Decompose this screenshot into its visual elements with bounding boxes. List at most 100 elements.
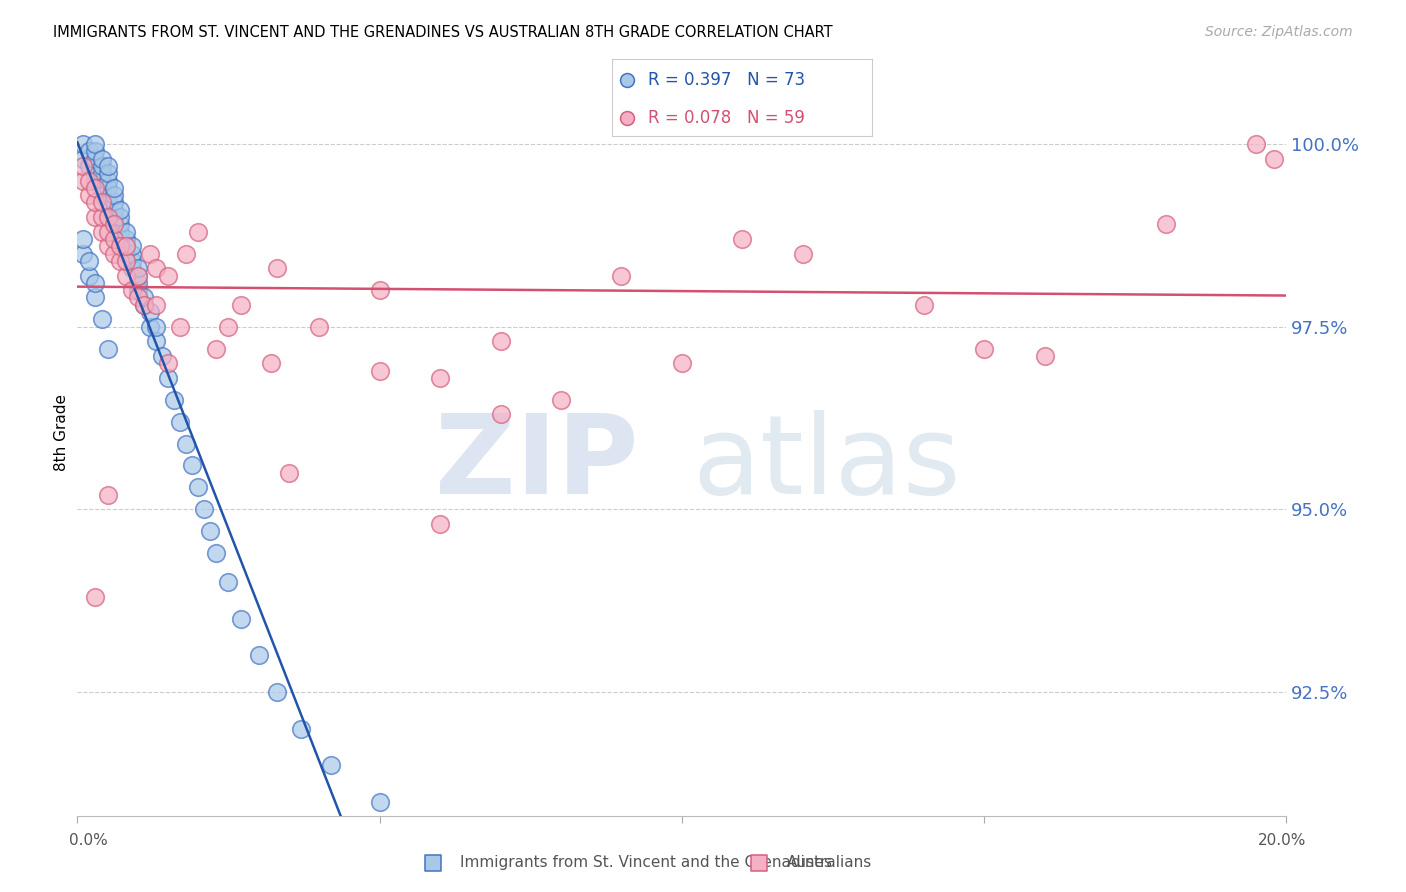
Point xyxy=(1033,349,1056,363)
Point xyxy=(163,392,186,407)
Text: 0.0%: 0.0% xyxy=(69,833,108,847)
Point xyxy=(90,188,112,202)
Point xyxy=(108,202,131,217)
Point xyxy=(127,290,149,304)
Point xyxy=(96,342,118,356)
Point xyxy=(489,334,512,349)
Point xyxy=(108,254,131,268)
Point xyxy=(218,319,240,334)
Point xyxy=(157,268,180,283)
Point xyxy=(193,502,215,516)
Point xyxy=(90,173,112,187)
Text: atlas: atlas xyxy=(693,409,962,516)
Point xyxy=(139,319,162,334)
Text: R = 0.078   N = 59: R = 0.078 N = 59 xyxy=(648,109,804,127)
Point xyxy=(114,232,136,246)
Point xyxy=(72,152,94,166)
Point xyxy=(266,261,288,276)
Point xyxy=(79,188,101,202)
Point xyxy=(84,173,107,187)
Point xyxy=(1154,218,1177,232)
Point xyxy=(84,276,107,290)
Point xyxy=(84,210,107,224)
Point xyxy=(429,516,451,531)
Point xyxy=(870,734,893,748)
Point xyxy=(79,268,101,283)
Point xyxy=(260,356,283,370)
Point xyxy=(308,319,330,334)
Point xyxy=(79,145,101,159)
Point xyxy=(84,590,107,604)
Point xyxy=(96,225,118,239)
Point xyxy=(90,159,112,173)
Point xyxy=(229,298,252,312)
Point xyxy=(127,261,149,276)
Point xyxy=(139,305,162,319)
Point xyxy=(610,268,633,283)
Point xyxy=(90,166,112,180)
Text: Australians: Australians xyxy=(786,855,872,870)
Text: Immigrants from St. Vincent and the Grenadines: Immigrants from St. Vincent and the Gren… xyxy=(460,855,832,870)
Point xyxy=(121,283,143,297)
Point xyxy=(72,173,94,187)
Point xyxy=(205,342,228,356)
Point xyxy=(72,246,94,260)
Point xyxy=(114,225,136,239)
Text: R = 0.397   N = 73: R = 0.397 N = 73 xyxy=(648,70,806,89)
Point xyxy=(114,239,136,253)
Point xyxy=(145,261,167,276)
Point xyxy=(731,232,754,246)
Point xyxy=(96,195,118,210)
Point xyxy=(72,232,94,246)
Point xyxy=(145,298,167,312)
Point xyxy=(114,254,136,268)
Text: Source: ZipAtlas.com: Source: ZipAtlas.com xyxy=(1205,25,1353,39)
Point xyxy=(96,239,118,253)
Point xyxy=(90,312,112,326)
Point xyxy=(181,458,204,473)
Point xyxy=(792,246,814,260)
Point xyxy=(79,173,101,187)
Point xyxy=(187,480,209,494)
Point xyxy=(247,648,270,663)
Point xyxy=(550,392,572,407)
Point xyxy=(108,210,131,224)
Point xyxy=(108,218,131,232)
Text: 20.0%: 20.0% xyxy=(1258,833,1306,847)
Point xyxy=(90,195,112,210)
Point xyxy=(127,283,149,297)
Point xyxy=(127,268,149,283)
Point xyxy=(84,290,107,304)
Point xyxy=(429,371,451,385)
Point xyxy=(278,466,301,480)
Y-axis label: 8th Grade: 8th Grade xyxy=(53,394,69,471)
Point xyxy=(121,246,143,260)
Point xyxy=(169,415,191,429)
Point xyxy=(103,181,125,195)
Point xyxy=(1246,136,1268,151)
Point xyxy=(127,268,149,283)
Point xyxy=(90,210,112,224)
Point xyxy=(174,246,197,260)
Point xyxy=(200,524,222,539)
Point xyxy=(96,181,118,195)
Point xyxy=(103,195,125,210)
Text: ZIP: ZIP xyxy=(434,409,638,516)
Text: IMMIGRANTS FROM ST. VINCENT AND THE GRENADINES VS AUSTRALIAN 8TH GRADE CORRELATI: IMMIGRANTS FROM ST. VINCENT AND THE GREN… xyxy=(53,25,832,40)
Point xyxy=(72,136,94,151)
Point xyxy=(1263,152,1285,166)
Point xyxy=(103,232,125,246)
Point xyxy=(121,239,143,253)
Point xyxy=(96,210,118,224)
Point xyxy=(90,225,112,239)
Point xyxy=(108,232,131,246)
Point xyxy=(121,261,143,276)
Point xyxy=(145,334,167,349)
Point xyxy=(205,546,228,560)
Point xyxy=(103,218,125,232)
Point xyxy=(103,218,125,232)
Point xyxy=(84,166,107,180)
Point xyxy=(121,254,143,268)
Point xyxy=(96,166,118,180)
Point xyxy=(96,173,118,187)
